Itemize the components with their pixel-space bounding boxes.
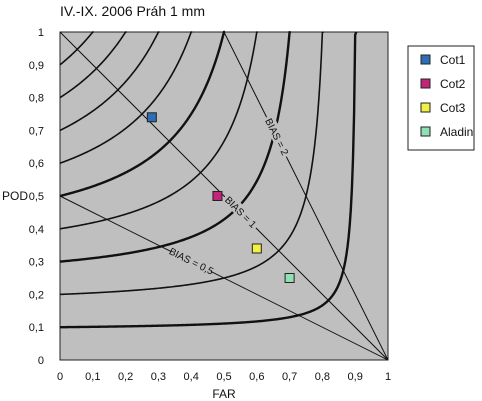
y-tick-labels: 0 0,1 0,2 0,3 0,4 0,5 0,6 0,7 0,8 0,9 1 bbox=[29, 27, 44, 367]
y-axis-label: POD bbox=[2, 189, 28, 203]
x-tick-label: 0,5 bbox=[216, 371, 231, 383]
x-axis-label: FAR bbox=[212, 387, 236, 401]
legend-label: Aladin bbox=[440, 125, 473, 139]
x-tick-label: 0 bbox=[57, 371, 63, 383]
legend-swatch bbox=[420, 102, 431, 113]
y-tick-label: 0,6 bbox=[29, 158, 44, 170]
bias-line bbox=[59, 31, 389, 361]
y-tick-label: 0,5 bbox=[29, 191, 44, 203]
y-tick-label: 0,7 bbox=[29, 125, 44, 137]
x-tick-label: 0,1 bbox=[85, 371, 100, 383]
legend: Cot1 Cot2 Cot3 Aladin bbox=[407, 45, 475, 151]
bias-line bbox=[223, 31, 389, 361]
y-tick-label: 1 bbox=[38, 27, 44, 39]
y-tick-label: 0,9 bbox=[29, 60, 44, 72]
x-tick-label: 0,4 bbox=[184, 371, 199, 383]
x-tick-labels: 0 0,1 0,2 0,3 0,4 0,5 0,6 0,7 0,8 0,9 1 bbox=[57, 371, 391, 383]
data-point bbox=[251, 243, 262, 254]
legend-swatch bbox=[420, 78, 431, 89]
data-point bbox=[284, 273, 295, 283]
bias-line bbox=[59, 195, 389, 361]
csi-isolines bbox=[59, 30, 358, 329]
csi-isoline bbox=[59, 31, 358, 329]
legend-box bbox=[407, 45, 475, 151]
x-tick-label: 0,6 bbox=[249, 371, 264, 383]
x-tick-label: 0,2 bbox=[118, 371, 133, 383]
csi-isoline bbox=[59, 31, 160, 132]
csi-isoline bbox=[59, 31, 258, 230]
chart-title: IV.-IX. 2006 Práh 1 mm bbox=[60, 3, 205, 19]
legend-label: Cot3 bbox=[440, 101, 466, 115]
y-tick-label: 0,8 bbox=[29, 93, 44, 105]
y-tick-label: 0,2 bbox=[29, 289, 44, 301]
data-point bbox=[212, 191, 223, 201]
legend-swatch bbox=[420, 126, 431, 137]
legend-label: Cot1 bbox=[440, 53, 466, 67]
x-tick-label: 0,7 bbox=[282, 371, 297, 383]
y-tick-label: 0,1 bbox=[29, 322, 44, 334]
y-tick-label: 0 bbox=[38, 355, 44, 367]
legend-label: Cot2 bbox=[440, 77, 466, 91]
x-tick-label: 0,9 bbox=[348, 371, 363, 383]
bias-label-bg bbox=[221, 191, 261, 232]
data-point bbox=[146, 112, 157, 123]
data-points bbox=[146, 112, 295, 283]
csi-isoline bbox=[59, 30, 226, 198]
y-tick-label: 0,4 bbox=[29, 224, 44, 236]
legend-swatch bbox=[420, 54, 431, 65]
csi-isoline bbox=[59, 31, 193, 164]
x-tick-label: 0,3 bbox=[151, 371, 166, 383]
csi-isoline bbox=[59, 31, 127, 99]
y-tick-label: 0,3 bbox=[29, 257, 44, 269]
csi-isoline bbox=[59, 31, 324, 296]
x-tick-label: 1 bbox=[385, 371, 391, 383]
csi-isoline bbox=[59, 30, 291, 263]
bias-label-bg bbox=[262, 114, 293, 159]
x-tick-label: 0,8 bbox=[315, 371, 330, 383]
bias-label-bg bbox=[169, 245, 215, 276]
